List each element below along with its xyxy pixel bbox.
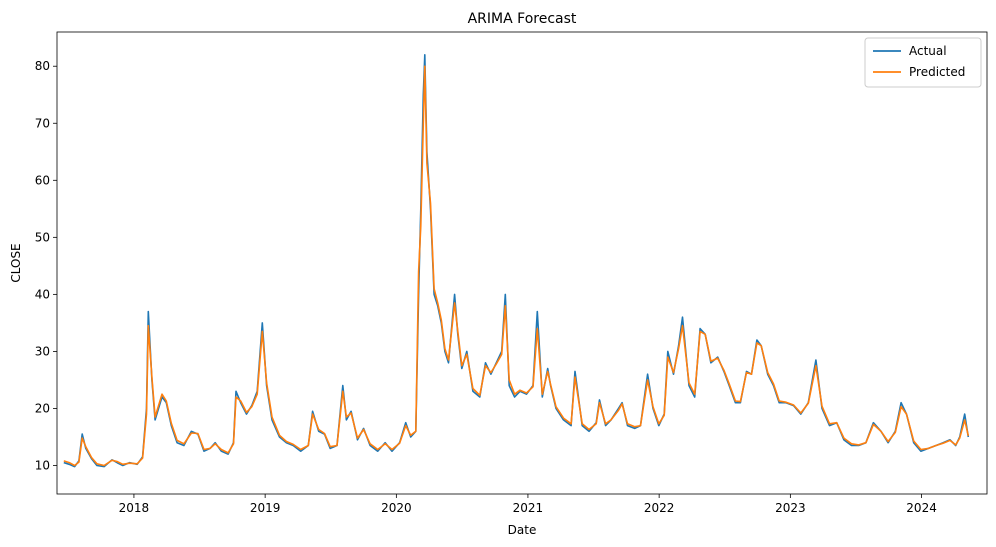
x-axis: 2018 2019 2020 2021 2022 2023 2024 [119,494,937,515]
y-tick-label: 10 [35,458,50,472]
x-tick-label: 2023 [775,501,806,515]
x-axis-label: Date [508,523,537,537]
x-tick-label: 2024 [906,501,937,515]
series-line-predicted [63,65,970,467]
y-tick-label: 30 [35,344,50,358]
plot-area [56,31,988,495]
legend-label-predicted: Predicted [909,65,965,79]
y-tick-label: 50 [35,230,50,244]
legend-label-actual: Actual [909,44,947,58]
plot-frame [56,31,988,495]
series-line-actual [63,53,970,468]
y-tick-label: 80 [35,59,50,73]
y-tick-label: 20 [35,401,50,415]
x-tick-label: 2018 [119,501,150,515]
y-tick-label: 60 [35,173,50,187]
y-axis: 10 20 30 40 50 60 70 80 [35,59,57,472]
x-tick-label: 2019 [250,501,281,515]
x-tick-label: 2020 [381,501,412,515]
legend: Actual Predicted [864,37,982,88]
y-tick-label: 70 [35,116,50,130]
y-tick-label: 40 [35,287,50,301]
y-axis-label: CLOSE [9,243,23,282]
series-layer [63,53,970,468]
x-tick-label: 2022 [644,501,675,515]
chart-title: ARIMA Forecast [468,11,577,27]
x-tick-label: 2021 [513,501,544,515]
